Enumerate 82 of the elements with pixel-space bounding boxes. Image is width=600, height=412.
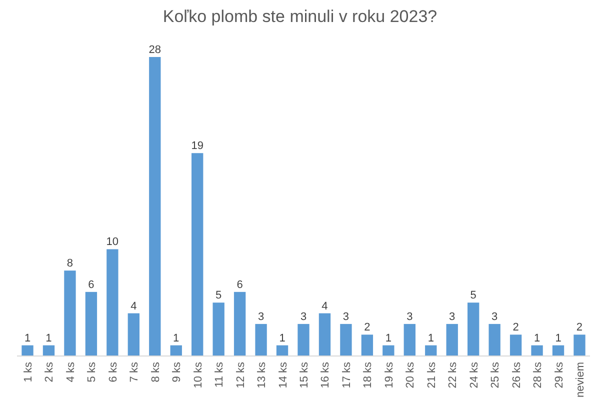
bar	[22, 345, 34, 356]
x-tick-label: 1 ks	[22, 362, 35, 382]
bar	[361, 334, 374, 356]
data-label: 6	[88, 278, 94, 291]
chart-title: Koľko plomb ste minuli v roku 2023?	[162, 7, 438, 26]
bar	[234, 292, 246, 356]
x-tick-label: 28 ks	[532, 362, 544, 388]
x-tick-label: 12 ks	[234, 362, 247, 388]
bar	[128, 313, 140, 356]
x-tick-label: 22 ks	[447, 362, 460, 388]
data-label: 3	[258, 310, 264, 323]
data-label: 3	[406, 310, 413, 323]
bar	[42, 345, 55, 356]
x-tick-label: 18 ks	[362, 362, 374, 388]
data-label: 5	[216, 290, 222, 302]
data-label: 19	[191, 140, 204, 152]
data-label: 1	[428, 332, 434, 344]
x-tick-label: 10 ks	[192, 362, 204, 388]
x-tick-label: 24 ks	[468, 362, 480, 388]
x-tick-label: 15 ks	[298, 362, 310, 388]
data-label: 2	[512, 322, 519, 334]
bar	[340, 324, 352, 356]
bar	[510, 334, 522, 356]
bar	[298, 324, 310, 356]
data-label: 8	[66, 258, 74, 270]
x-tick-label: 7 ks	[128, 362, 141, 382]
data-label: 10	[106, 236, 119, 248]
data-label: 3	[342, 310, 350, 323]
bar	[574, 334, 586, 356]
x-tick-label: neviem	[574, 362, 586, 398]
x-tick-label: 4 ks	[64, 362, 77, 382]
x-tick-label: 16 ks	[320, 362, 332, 388]
x-tick-label: 9 ks	[171, 362, 184, 382]
data-label: 1	[173, 332, 180, 344]
bar	[64, 270, 76, 356]
bar	[255, 324, 267, 356]
x-tick-label: 14 ks	[277, 362, 290, 388]
bar	[446, 324, 458, 356]
bar	[552, 345, 564, 356]
data-label: 4	[322, 300, 328, 312]
bar	[276, 345, 288, 356]
x-tick-label: 19 ks	[383, 362, 396, 388]
bar	[85, 292, 98, 356]
x-tick-label: 21 ks	[426, 362, 438, 388]
data-label: 1	[24, 332, 31, 344]
data-label: 1	[279, 332, 286, 344]
x-tick-label: 8 ks	[150, 362, 162, 382]
data-label: 5	[470, 290, 476, 302]
bar	[382, 345, 394, 356]
data-label: 2	[364, 322, 370, 334]
data-label: 2	[576, 322, 583, 334]
bar	[318, 313, 331, 356]
bar	[404, 324, 416, 356]
data-label: 28	[148, 44, 162, 56]
x-tick-label: 25 ks	[490, 362, 502, 388]
bar	[170, 345, 182, 356]
x-tick-label: 17 ks	[340, 362, 353, 388]
data-label: 1	[534, 332, 540, 344]
x-tick-label: 26 ks	[510, 362, 523, 388]
data-label: 1	[385, 332, 392, 344]
data-label: 3	[449, 310, 456, 323]
bar	[488, 324, 500, 356]
bar	[531, 345, 543, 356]
bar	[468, 302, 480, 356]
bar	[212, 302, 224, 356]
x-tick-label: 13 ks	[256, 362, 268, 388]
bar	[425, 345, 437, 356]
bar	[106, 249, 118, 356]
data-label: 1	[46, 332, 52, 344]
data-label: 4	[130, 300, 137, 312]
bar	[192, 153, 204, 356]
x-tick-label: 5 ks	[86, 362, 98, 382]
x-tick-label: 20 ks	[404, 362, 417, 388]
data-label: 1	[555, 332, 562, 344]
x-tick-label: 6 ks	[107, 362, 120, 382]
x-tick-label: 11 ks	[214, 362, 226, 388]
data-label: 3	[492, 310, 498, 323]
x-tick-label: 2 ks	[44, 362, 56, 382]
data-label: 3	[300, 310, 307, 323]
x-tick-label: 29 ks	[553, 362, 566, 388]
bar	[149, 57, 161, 356]
data-label: 6	[236, 278, 243, 291]
